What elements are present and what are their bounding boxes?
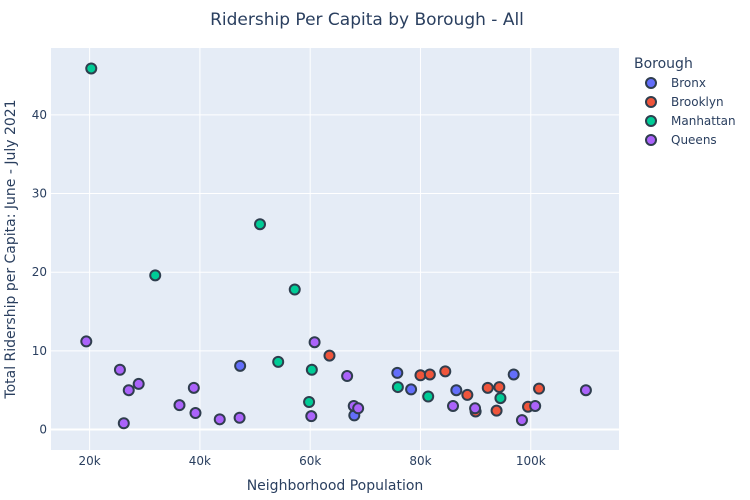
axis-ticks: 20k 40k 60k 80k 100k 0 10 20 30 40: [32, 108, 546, 468]
legend-title: Borough: [634, 56, 693, 72]
legend-marker-manhattan: [645, 115, 657, 127]
legend-marker-queens: [645, 134, 657, 146]
legend-label-brooklyn: Brooklyn: [671, 95, 724, 109]
legend-marker-bronx: [645, 77, 657, 89]
x-tick-label: 100k: [516, 454, 546, 468]
data-point-bronx[interactable]: [507, 368, 520, 381]
x-tick-label: 60k: [299, 454, 321, 468]
data-point-queens[interactable]: [117, 417, 130, 430]
data-point-queens[interactable]: [132, 377, 145, 390]
data-point-manhattan[interactable]: [272, 355, 285, 368]
grid-lines: [51, 48, 619, 450]
data-point-queens[interactable]: [305, 410, 318, 423]
data-point-bronx[interactable]: [234, 359, 247, 372]
data-point-brooklyn[interactable]: [323, 349, 336, 362]
data-point-queens[interactable]: [113, 363, 126, 376]
y-tick-label: 10: [32, 344, 47, 358]
data-point-queens[interactable]: [515, 414, 528, 427]
x-tick-label: 80k: [409, 454, 431, 468]
data-point-manhattan[interactable]: [305, 363, 318, 376]
y-tick-label: 30: [32, 187, 47, 201]
data-point-queens[interactable]: [352, 402, 365, 415]
legend-label-queens: Queens: [671, 133, 717, 147]
data-point-manhattan[interactable]: [391, 381, 404, 394]
data-point-queens[interactable]: [187, 381, 200, 394]
data-point-brooklyn[interactable]: [493, 381, 506, 394]
y-tick-label: 40: [32, 108, 47, 122]
data-point-brooklyn[interactable]: [533, 382, 546, 395]
legend-marker-brooklyn: [645, 96, 657, 108]
x-tick-label: 40k: [189, 454, 211, 468]
legend[interactable]: Borough Bronx Brooklyn Manhattan Queens: [634, 56, 736, 147]
legend-item-manhattan[interactable]: Manhattan: [645, 114, 736, 128]
data-point-brooklyn[interactable]: [481, 381, 494, 394]
data-point-queens[interactable]: [213, 413, 226, 426]
data-point-manhattan[interactable]: [422, 390, 435, 403]
x-axis-title: Neighborhood Population: [247, 478, 424, 494]
data-point-queens[interactable]: [308, 336, 321, 349]
data-point-queens[interactable]: [122, 384, 135, 397]
y-tick-label: 20: [32, 265, 47, 279]
data-point-manhattan[interactable]: [288, 283, 301, 296]
chart-title: Ridership Per Capita by Borough - All: [210, 10, 524, 30]
y-axis-title: Total Ridership per Capita: June - July …: [3, 99, 19, 399]
legend-label-bronx: Bronx: [671, 76, 706, 90]
legend-item-queens[interactable]: Queens: [645, 133, 717, 147]
data-point-brooklyn[interactable]: [439, 365, 452, 378]
data-point-queens[interactable]: [579, 384, 592, 397]
data-point-queens[interactable]: [189, 407, 202, 420]
data-point-queens[interactable]: [173, 399, 186, 412]
legend-label-manhattan: Manhattan: [671, 114, 736, 128]
data-point-queens[interactable]: [341, 370, 354, 383]
data-point-brooklyn[interactable]: [461, 388, 474, 401]
data-point-queens[interactable]: [529, 399, 542, 412]
data-point-queens[interactable]: [469, 402, 482, 415]
data-point-bronx[interactable]: [450, 384, 463, 397]
data-points: [80, 62, 592, 430]
data-point-bronx[interactable]: [405, 383, 418, 396]
data-point-brooklyn[interactable]: [490, 404, 503, 417]
data-point-queens[interactable]: [80, 335, 93, 348]
data-point-manhattan[interactable]: [254, 218, 267, 231]
data-point-manhattan[interactable]: [494, 392, 507, 405]
legend-item-brooklyn[interactable]: Brooklyn: [645, 95, 724, 109]
data-point-bronx[interactable]: [391, 366, 404, 379]
data-point-manhattan[interactable]: [149, 269, 162, 282]
y-tick-label: 0: [39, 423, 47, 437]
data-point-queens[interactable]: [233, 411, 246, 424]
legend-item-bronx[interactable]: Bronx: [645, 76, 706, 90]
data-point-queens[interactable]: [447, 399, 460, 412]
data-point-brooklyn[interactable]: [423, 368, 436, 381]
data-point-manhattan[interactable]: [85, 62, 98, 75]
x-tick-label: 20k: [78, 454, 100, 468]
data-point-manhattan[interactable]: [303, 396, 316, 409]
